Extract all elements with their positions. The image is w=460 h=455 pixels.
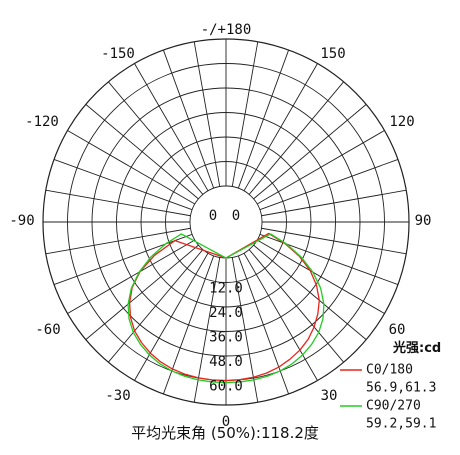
center-label: 0: [232, 208, 240, 224]
grid-spoke: [259, 233, 399, 286]
grid-spoke: [237, 49, 290, 189]
grid-spoke: [108, 81, 204, 195]
grid-spoke: [243, 63, 318, 192]
grid-spoke: [53, 158, 193, 211]
grid-spoke: [237, 255, 290, 395]
ring-value-label: 60.0: [209, 379, 243, 395]
grid-spoke: [45, 227, 191, 255]
average-beam-angle-caption: 平均光束角 (50%):118.2度: [131, 424, 319, 442]
ring-value-label: 48.0: [209, 354, 243, 370]
grid-spoke: [67, 239, 196, 314]
grid-spoke: [53, 233, 193, 286]
legend-beam-angles: 56.9,61.3: [366, 381, 436, 396]
grid-spoke: [134, 252, 209, 381]
grid-spoke: [253, 244, 367, 340]
legend-series-name: C0/180: [366, 363, 413, 378]
grid-spoke: [261, 227, 407, 255]
angle-label: -/+180: [201, 22, 252, 38]
grid-spoke: [193, 41, 221, 187]
angle-label: 30: [321, 388, 338, 404]
angle-label: -30: [105, 388, 130, 404]
series-curve-c90-270: [127, 233, 325, 384]
grid-spoke: [85, 104, 199, 200]
legend: 光强:cd C0/180 56.9,61.3 C90/270 59.2,59.1: [340, 340, 441, 432]
grid-spoke: [243, 252, 318, 381]
grid-spoke: [248, 249, 344, 363]
ring-value-label: 24.0: [209, 305, 243, 321]
angle-label: -90: [9, 213, 34, 229]
grid-spoke: [108, 249, 204, 363]
ring-value-label: 12.0: [209, 281, 243, 297]
grid-spoke: [231, 41, 259, 187]
grid-spoke: [67, 130, 196, 205]
legend-series-name: C90/270: [366, 399, 421, 414]
grid-spoke: [231, 257, 259, 403]
grid-spoke: [253, 104, 367, 200]
polar-grid: [42, 38, 410, 406]
angle-label: -120: [25, 114, 59, 130]
series-layer: [127, 232, 325, 384]
center-label: 0: [209, 208, 217, 224]
legend-beam-angles: 59.2,59.1: [366, 417, 436, 432]
grid-spoke: [248, 81, 344, 195]
grid-spoke: [256, 239, 385, 314]
angle-label: -150: [101, 46, 135, 62]
grid-spoke: [45, 189, 191, 217]
angle-label: 120: [389, 114, 414, 130]
grid-spoke: [259, 158, 399, 211]
grid-ring: [189, 185, 263, 259]
grid-spoke: [261, 189, 407, 217]
grid-spoke: [85, 244, 199, 340]
grid-spoke: [162, 49, 215, 189]
ring-value-label: 36.0: [209, 330, 243, 346]
angle-label: -60: [35, 322, 60, 338]
series-curve-c0-180: [128, 232, 320, 382]
angle-label: 60: [389, 322, 406, 338]
legend-title: 光强:cd: [392, 340, 441, 356]
angle-label: 90: [415, 213, 432, 229]
grid-spoke: [256, 130, 385, 205]
angle-label: 150: [320, 46, 345, 62]
angle-label: 0: [222, 414, 230, 430]
grid-spoke: [162, 255, 215, 395]
grid-spoke: [134, 63, 209, 192]
